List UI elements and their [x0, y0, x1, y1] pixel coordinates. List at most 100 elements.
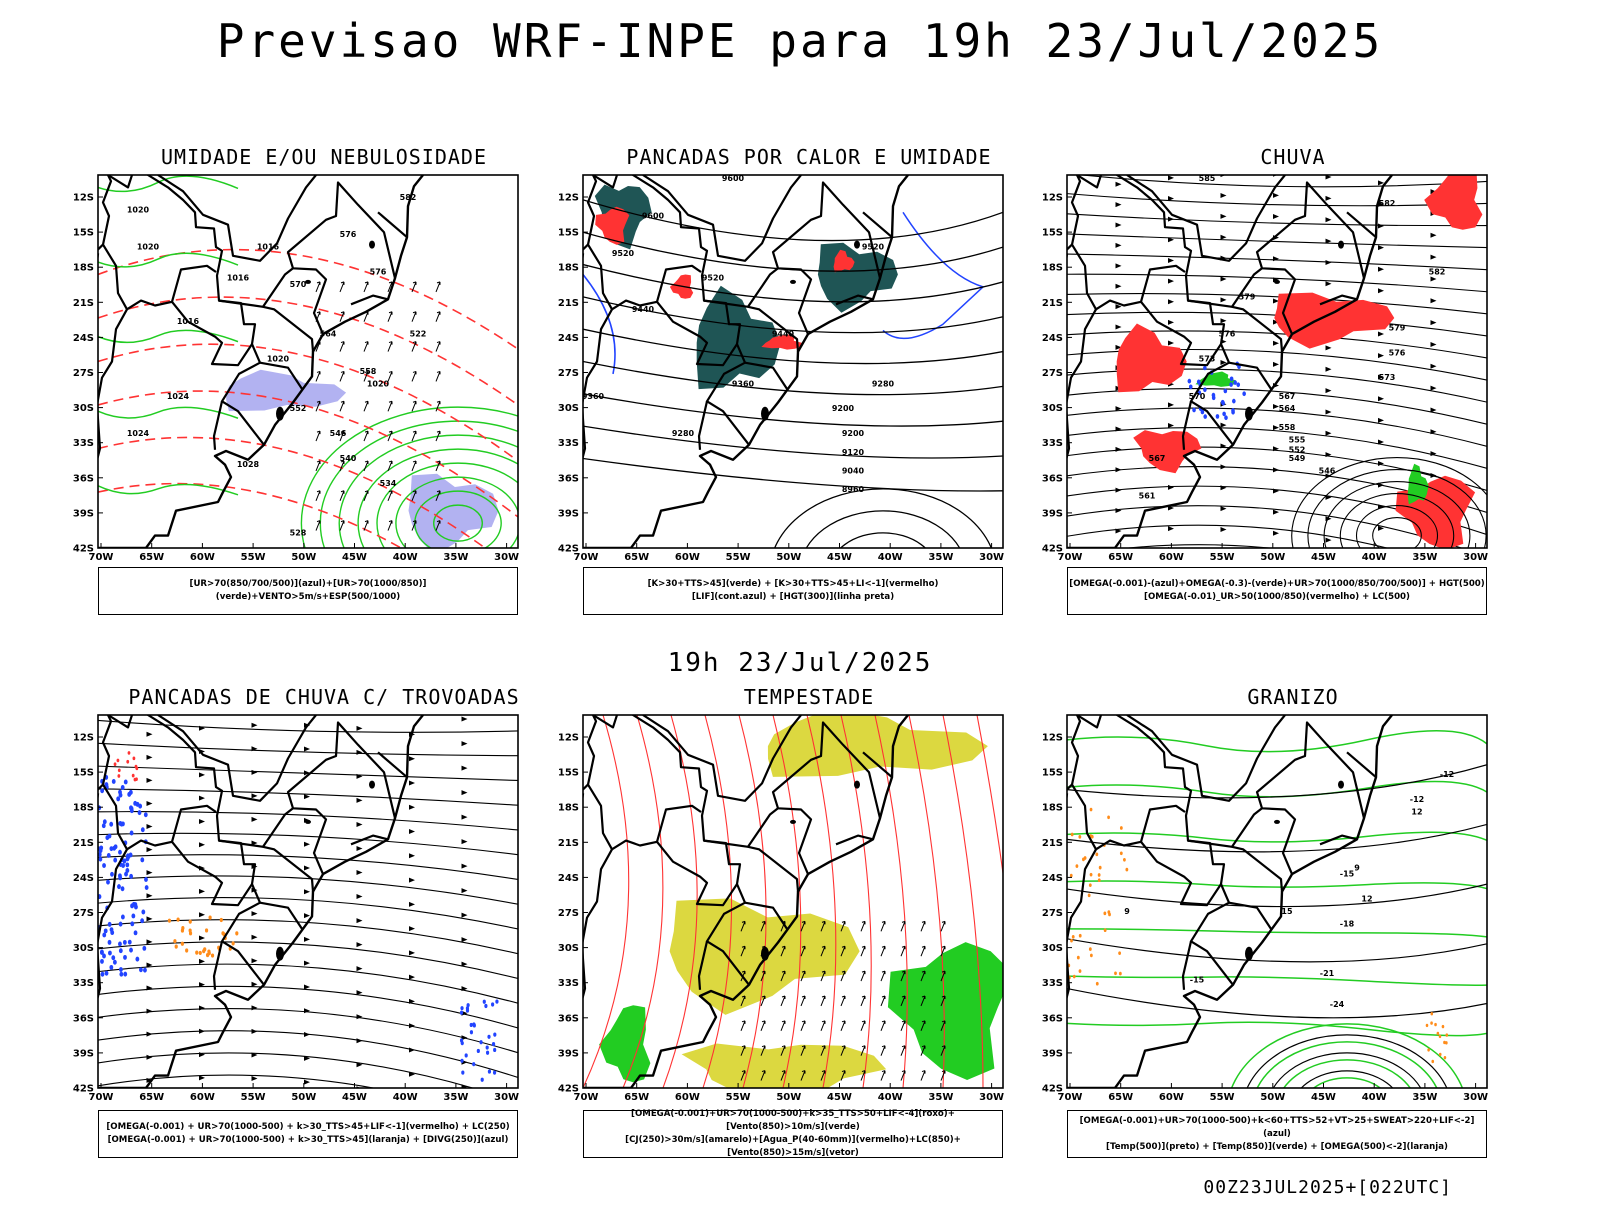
divergence-dot-blue [102, 953, 106, 959]
lon-label: 30W [494, 1092, 519, 1103]
lat-label: 18S [73, 803, 94, 814]
contour-label: 567 [1149, 454, 1166, 463]
stream-arrow [1325, 409, 1332, 415]
wind-vector [363, 460, 369, 472]
temp500-contour-black [1067, 987, 1487, 1019]
contour-label: 12 [1411, 807, 1422, 816]
stream-arrow [1168, 196, 1174, 202]
panel-chuva: CHUVA 585 582 582 579 579 576 576 573 573 570 567 5… [1037, 145, 1537, 665]
divergence-dot-blue [480, 1077, 484, 1082]
wind-vector [760, 970, 766, 982]
thickness-contour-red [98, 343, 518, 462]
storm-dot-red [133, 777, 137, 782]
contour-label: 558 [1279, 423, 1296, 432]
lat-label: 42S [73, 1084, 94, 1095]
state-border [1139, 264, 1186, 303]
lat-label: 15S [558, 768, 579, 779]
stream-arrow [1220, 297, 1227, 303]
stream-arrow [462, 692, 468, 697]
omega-dot-orange [1075, 864, 1079, 868]
lat-label: 12S [1042, 193, 1063, 204]
wind-vector [435, 281, 441, 293]
stream-arrow [304, 936, 310, 942]
omega-dot-orange [1427, 1048, 1430, 1052]
lon-label: 35W [1412, 1092, 1437, 1103]
omega-dot-orange [1118, 971, 1122, 976]
contour-label: 555 [1289, 435, 1306, 444]
lon-label: 50W [776, 1092, 801, 1103]
map-frame [97, 174, 519, 549]
lat-label: 39S [1042, 508, 1063, 519]
wind-vector [315, 370, 321, 382]
wind-vector [840, 1070, 846, 1081]
temp850-contour-green [1067, 1021, 1487, 1037]
stream-arrow [461, 937, 468, 943]
wind-vector [363, 430, 369, 442]
panel-umidade-nebulosidade: UMIDADE E/OU NEBULOSIDADE 1016 1016 1020 10… [68, 145, 568, 665]
divergence-dot-blue [111, 778, 116, 784]
divergence-dot-blue [144, 885, 149, 891]
stream-arrow [1115, 406, 1122, 412]
divergence-dot-blue [106, 852, 111, 858]
storm-dot-orange [185, 948, 189, 953]
lat-label: 24S [1042, 333, 1063, 344]
rain-dot-blue [1233, 380, 1237, 385]
stream-arrow [461, 888, 468, 894]
wind-vector [840, 995, 846, 1007]
contour-label: 1024 [167, 392, 190, 401]
wind-vector [740, 920, 746, 932]
wind-vector [315, 430, 321, 442]
temp850-contour-green [1312, 1077, 1382, 1088]
stream-arrow [251, 1028, 258, 1034]
stream-arrow [146, 1008, 153, 1014]
contour-label: 528 [290, 529, 307, 538]
stream-arrow [1325, 452, 1332, 458]
divergence-dot-blue [99, 949, 104, 955]
stream-arrow [461, 961, 468, 967]
lon-label: 55W [1210, 1092, 1235, 1103]
divergence-dot-blue [102, 819, 107, 825]
stream-arrow [1221, 151, 1227, 156]
storm-dot-red [132, 756, 136, 761]
state-border [157, 715, 317, 802]
contour-label: 564 [1279, 404, 1296, 413]
divergence-dot-blue [111, 955, 116, 961]
divergence-dot-blue [110, 871, 114, 877]
wind-vector [435, 311, 441, 322]
stream-arrow [1220, 464, 1227, 470]
wind-vector [940, 995, 946, 1007]
omega-dot-orange [1097, 878, 1101, 883]
wind-vector [840, 1020, 846, 1032]
storm-dot-orange [205, 953, 210, 958]
state-border [1228, 901, 1272, 930]
omega-dot-orange [1125, 867, 1129, 872]
wind-vector [435, 520, 441, 531]
wind-vector [387, 370, 393, 382]
lat-label: 15S [73, 768, 94, 779]
lon-label: 65W [139, 552, 164, 563]
stream-arrow [304, 746, 310, 752]
divergence-dot-blue [123, 954, 127, 960]
streamline [98, 698, 518, 711]
stream-arrow [1168, 257, 1174, 263]
jet-area-yellow [767, 715, 988, 777]
stream-arrow [409, 901, 415, 907]
storm-dot-orange [180, 928, 185, 933]
stream-arrow [1430, 189, 1437, 195]
stream-arrow [1115, 426, 1122, 432]
contour-label: -18 [1340, 919, 1355, 928]
stream-arrow [1220, 318, 1227, 324]
lat-label: 42S [558, 1084, 579, 1095]
contour-label: 8960 [842, 485, 865, 494]
divergence-dot-blue [459, 1010, 464, 1015]
contour-label: 1020 [137, 243, 160, 252]
divergence-dot-blue [118, 849, 122, 855]
lat-label: 33S [558, 978, 579, 989]
height-contour-black [583, 425, 1003, 459]
stream-arrow [1378, 159, 1384, 164]
streamline [1067, 564, 1487, 565]
divergence-dot-blue [123, 779, 128, 785]
stream-arrow [304, 865, 310, 871]
